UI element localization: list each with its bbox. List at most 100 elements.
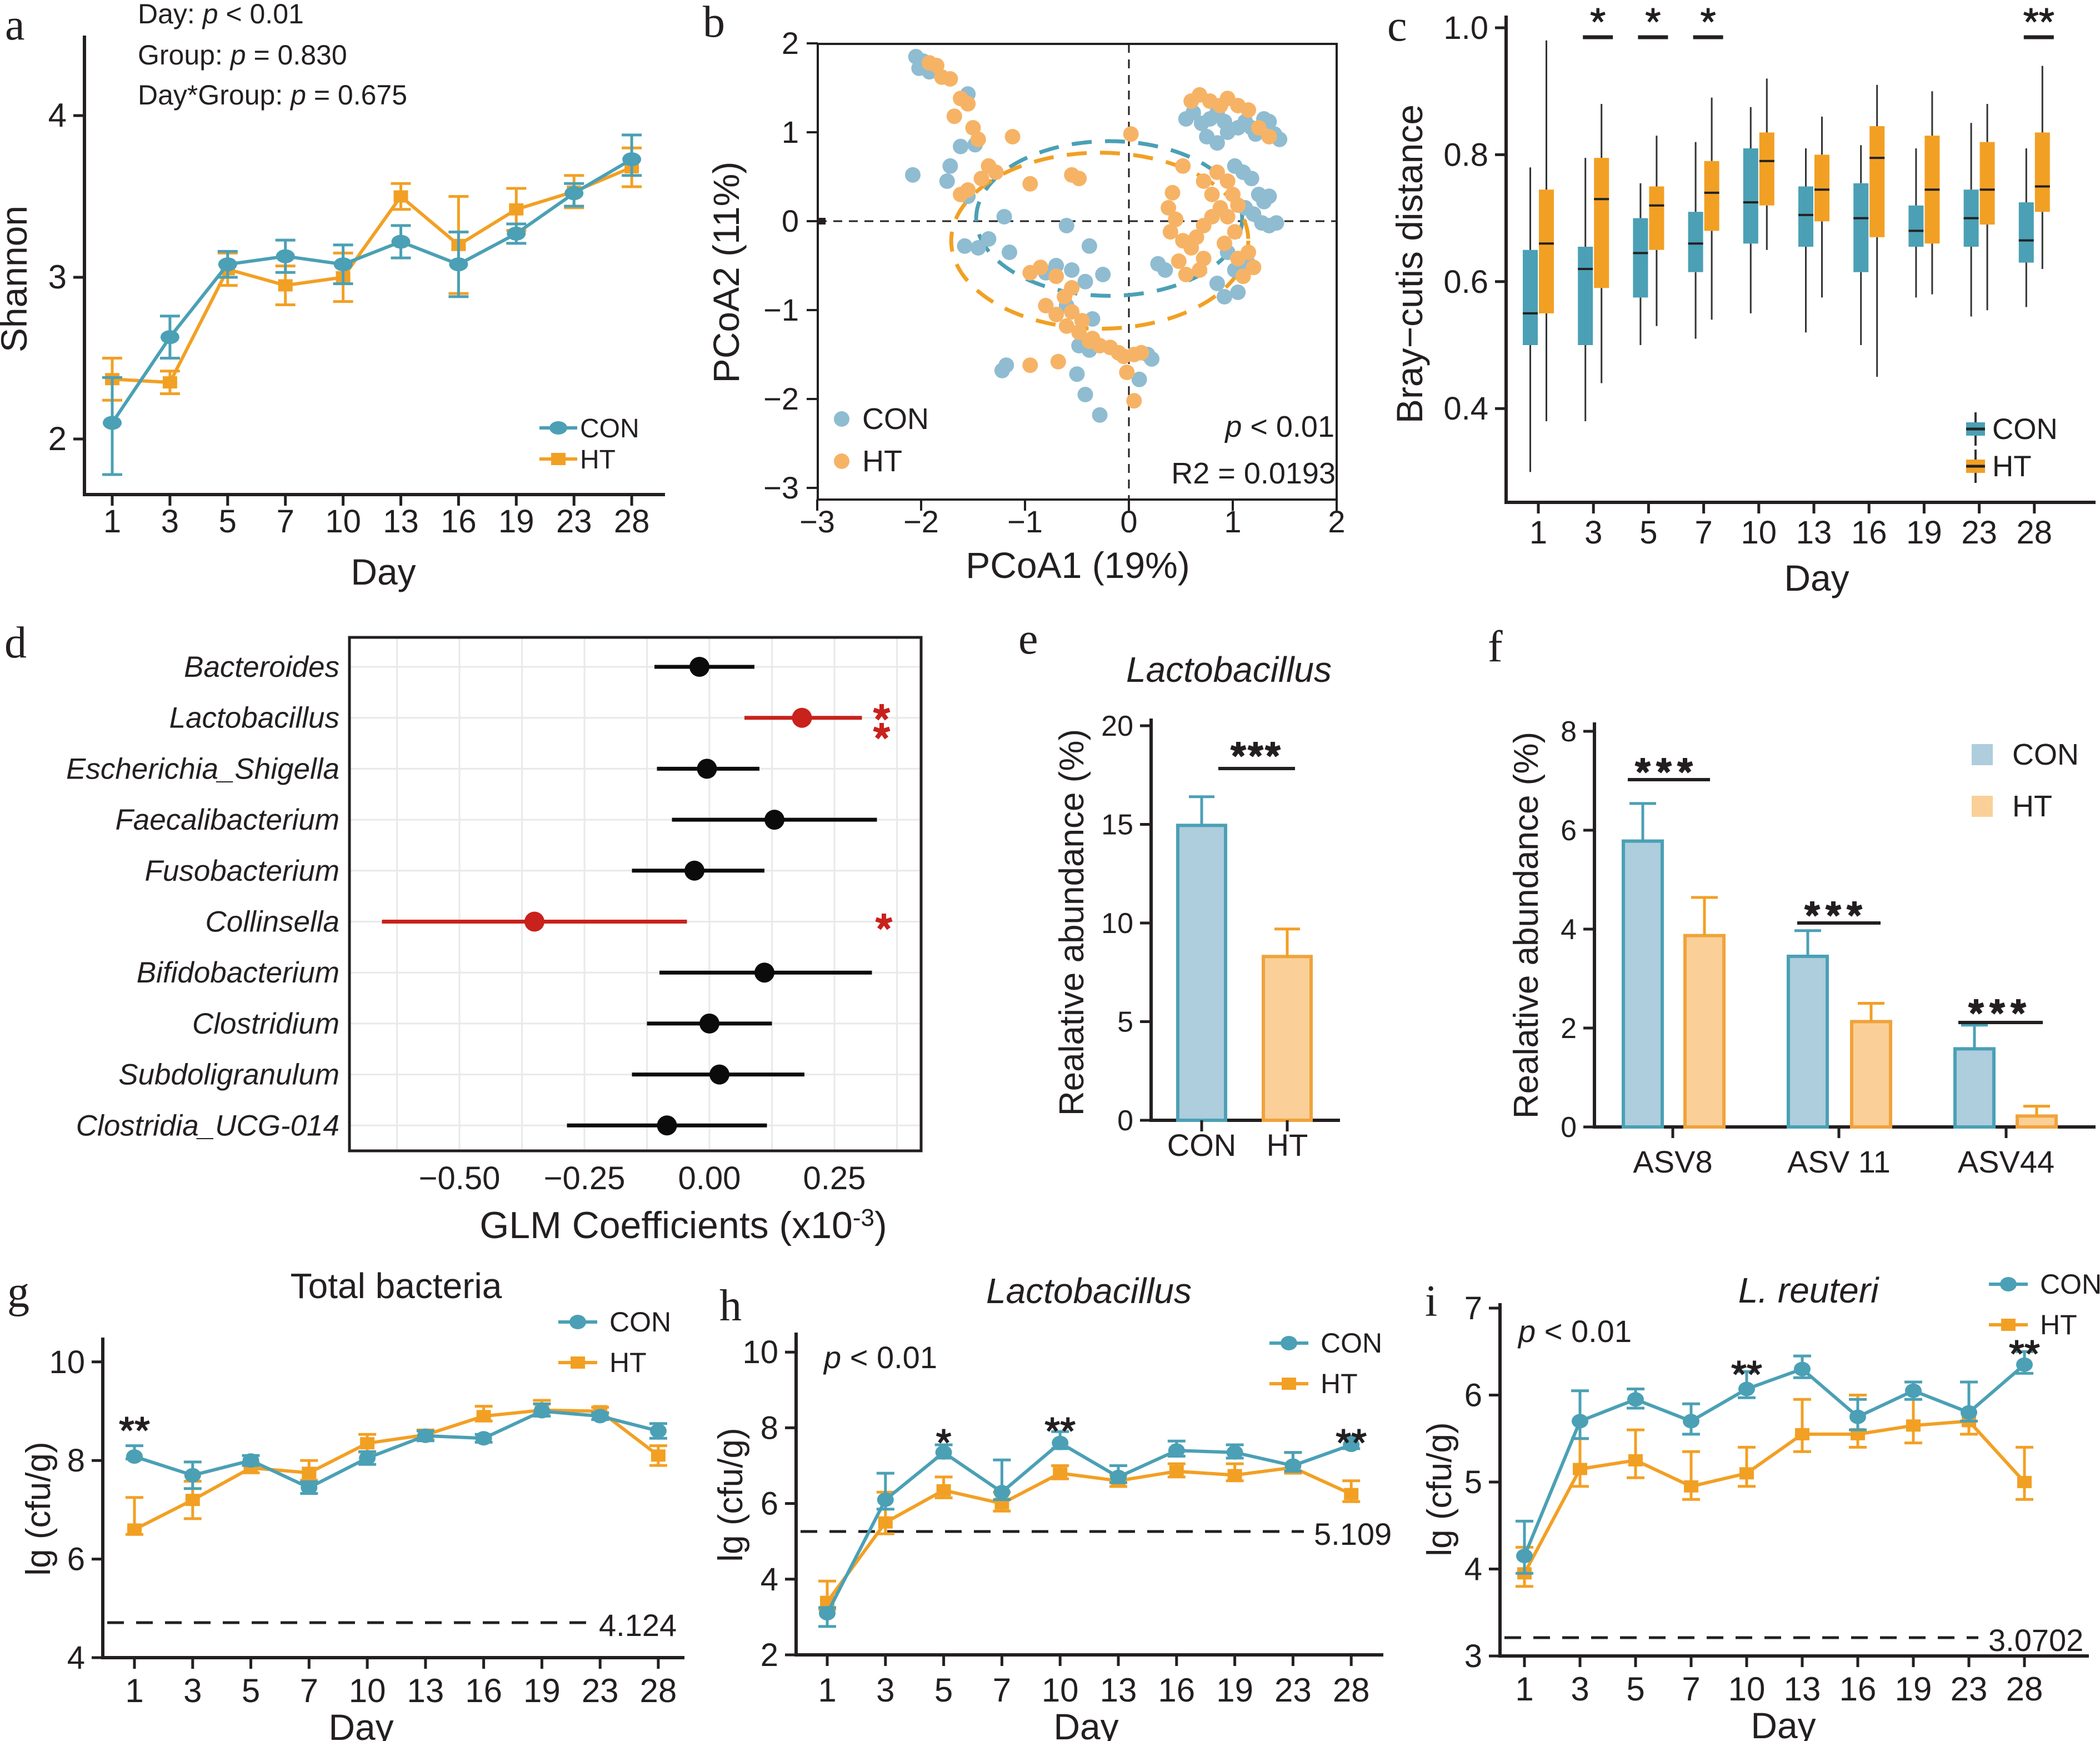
svg-text:−2: −2 bbox=[903, 504, 939, 539]
svg-text:Day: Day bbox=[351, 551, 416, 592]
svg-text:5: 5 bbox=[1626, 1670, 1644, 1708]
svg-text:1: 1 bbox=[1224, 504, 1241, 539]
svg-text:2: 2 bbox=[1328, 504, 1345, 539]
svg-text:a: a bbox=[5, 1, 25, 49]
svg-text:1: 1 bbox=[818, 1672, 836, 1709]
svg-text:−2: −2 bbox=[763, 381, 799, 416]
svg-text:d: d bbox=[4, 618, 27, 667]
svg-text:10: 10 bbox=[1042, 1672, 1079, 1709]
svg-text:ASV8: ASV8 bbox=[1633, 1144, 1712, 1179]
svg-text:5: 5 bbox=[1117, 1006, 1133, 1039]
svg-text:Fusobacterium: Fusobacterium bbox=[144, 855, 339, 887]
svg-text:10: 10 bbox=[1728, 1670, 1766, 1708]
svg-text:10: 10 bbox=[1101, 907, 1133, 940]
svg-text:0: 0 bbox=[1117, 1105, 1133, 1137]
svg-text:Group: p = 0.830: Group: p = 0.830 bbox=[138, 39, 347, 71]
svg-text:Subdoligranulum: Subdoligranulum bbox=[118, 1059, 339, 1091]
svg-text:3.0702: 3.0702 bbox=[1988, 1623, 2083, 1658]
svg-text:28: 28 bbox=[614, 503, 650, 540]
svg-text:7: 7 bbox=[1682, 1670, 1700, 1708]
svg-text:0.4: 0.4 bbox=[1443, 391, 1488, 427]
svg-text:HT: HT bbox=[1321, 1368, 1358, 1399]
svg-text:5: 5 bbox=[1639, 515, 1657, 551]
svg-text:23: 23 bbox=[582, 1672, 619, 1709]
svg-text:PCoA1 (19%): PCoA1 (19%) bbox=[966, 545, 1190, 586]
svg-text:28: 28 bbox=[640, 1672, 677, 1709]
svg-text:e: e bbox=[1018, 615, 1038, 664]
svg-text:23: 23 bbox=[1274, 1672, 1312, 1709]
svg-text:p < 0.01: p < 0.01 bbox=[1517, 1314, 1632, 1349]
svg-text:0: 0 bbox=[1561, 1111, 1577, 1144]
svg-text:Shannon: Shannon bbox=[0, 206, 34, 352]
svg-text:13: 13 bbox=[1784, 1670, 1821, 1708]
svg-text:CON: CON bbox=[1992, 413, 2058, 446]
svg-text:p < 0.01: p < 0.01 bbox=[1224, 410, 1334, 443]
svg-text:7: 7 bbox=[1464, 1290, 1482, 1326]
svg-text:Lactobacillus: Lactobacillus bbox=[169, 702, 339, 735]
svg-text:4.124: 4.124 bbox=[599, 1608, 677, 1643]
svg-text:0: 0 bbox=[1120, 504, 1137, 539]
svg-text:CON: CON bbox=[1167, 1128, 1236, 1163]
svg-text:−1: −1 bbox=[763, 292, 799, 327]
svg-text:3: 3 bbox=[48, 258, 67, 296]
svg-text:16: 16 bbox=[465, 1672, 502, 1709]
svg-text:CON: CON bbox=[2040, 1269, 2100, 1300]
svg-text:23: 23 bbox=[1961, 515, 1997, 551]
svg-text:5: 5 bbox=[1464, 1464, 1482, 1500]
svg-text:CON: CON bbox=[2012, 738, 2079, 771]
svg-text:Day: Day bbox=[1784, 557, 1849, 598]
svg-text:Day: p < 0.01: Day: p < 0.01 bbox=[138, 0, 304, 29]
svg-text:Day: Day bbox=[1053, 1706, 1118, 1741]
svg-text:2: 2 bbox=[761, 1637, 778, 1673]
svg-text:lg (cfu/g): lg (cfu/g) bbox=[1421, 1422, 1459, 1556]
svg-text:10: 10 bbox=[49, 1344, 85, 1380]
svg-text:13: 13 bbox=[383, 503, 419, 540]
svg-text:CON: CON bbox=[862, 402, 929, 436]
svg-text:Bacteroides: Bacteroides bbox=[184, 651, 339, 684]
svg-text:7: 7 bbox=[993, 1672, 1011, 1709]
svg-text:3: 3 bbox=[876, 1672, 894, 1709]
svg-text:5: 5 bbox=[219, 503, 237, 540]
svg-text:Collinsella: Collinsella bbox=[205, 906, 339, 939]
svg-text:f: f bbox=[1488, 622, 1503, 671]
svg-text:Clostridium: Clostridium bbox=[192, 1007, 339, 1040]
svg-text:CON: CON bbox=[609, 1306, 671, 1338]
svg-text:PCoA2 (11%): PCoA2 (11%) bbox=[706, 162, 747, 383]
svg-text:6: 6 bbox=[1464, 1378, 1482, 1414]
svg-text:10: 10 bbox=[742, 1334, 778, 1370]
svg-text:Escherichia_Shigella: Escherichia_Shigella bbox=[66, 752, 339, 785]
svg-text:0.25: 0.25 bbox=[803, 1160, 866, 1196]
svg-text:Lactobacillus: Lactobacillus bbox=[986, 1271, 1192, 1311]
svg-text:h: h bbox=[719, 1281, 742, 1330]
svg-text:28: 28 bbox=[2006, 1670, 2043, 1708]
svg-text:5: 5 bbox=[242, 1672, 260, 1709]
svg-text:g: g bbox=[7, 1268, 29, 1317]
svg-text:−3: −3 bbox=[799, 504, 835, 539]
svg-text:p < 0.01: p < 0.01 bbox=[823, 1340, 937, 1375]
svg-text:19: 19 bbox=[1216, 1672, 1253, 1709]
svg-text:3: 3 bbox=[1571, 1670, 1589, 1708]
svg-text:Day: Day bbox=[328, 1707, 393, 1741]
svg-text:16: 16 bbox=[1839, 1670, 1877, 1708]
svg-text:19: 19 bbox=[523, 1672, 561, 1709]
svg-text:2: 2 bbox=[1561, 1012, 1577, 1045]
svg-text:0.6: 0.6 bbox=[1443, 264, 1488, 300]
svg-text:13: 13 bbox=[1796, 515, 1832, 551]
svg-text:−3: −3 bbox=[763, 470, 799, 505]
svg-text:1.0: 1.0 bbox=[1443, 10, 1488, 46]
svg-text:ASV 11: ASV 11 bbox=[1787, 1144, 1891, 1179]
svg-text:4: 4 bbox=[48, 97, 67, 134]
svg-text:HT: HT bbox=[580, 445, 616, 475]
svg-text:0.8: 0.8 bbox=[1443, 137, 1488, 173]
svg-text:5: 5 bbox=[934, 1672, 953, 1709]
svg-text:3: 3 bbox=[161, 503, 179, 540]
svg-text:8: 8 bbox=[67, 1443, 85, 1479]
svg-text:Clostridia_UCG-014: Clostridia_UCG-014 bbox=[76, 1109, 339, 1142]
svg-text:−1: −1 bbox=[1007, 504, 1043, 539]
svg-text:0.00: 0.00 bbox=[678, 1160, 741, 1196]
svg-text:23: 23 bbox=[1951, 1670, 1988, 1708]
svg-text:lg (cfu/g): lg (cfu/g) bbox=[19, 1441, 58, 1575]
svg-text:6: 6 bbox=[1561, 815, 1577, 847]
svg-text:Day*Group: p = 0.675: Day*Group: p = 0.675 bbox=[138, 79, 407, 111]
svg-text:Bifidobacterium: Bifidobacterium bbox=[137, 956, 339, 989]
